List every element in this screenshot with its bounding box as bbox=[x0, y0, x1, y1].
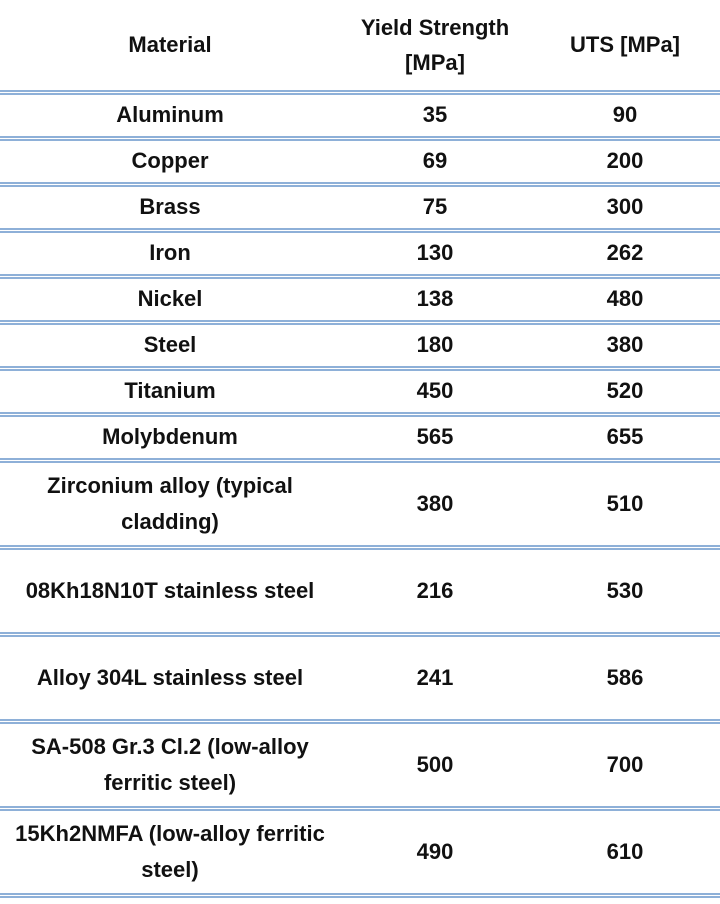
table-row: 08Kh18N10T stainless steel 216 530 bbox=[0, 547, 720, 637]
material-cell: Nickel bbox=[0, 276, 340, 325]
value-cell: 480 bbox=[530, 276, 720, 325]
table-row: Zirconium alloy (typical cladding) 380 510 bbox=[0, 460, 720, 550]
material-cell: 15Kh2NMFA (low-alloy ferritic steel) bbox=[0, 808, 340, 898]
material-cell: Brass bbox=[0, 184, 340, 233]
table-row: SA-508 Gr.3 Cl.2 (low-alloy ferritic ste… bbox=[0, 721, 720, 811]
table-row: Steel 180 380 bbox=[0, 322, 720, 371]
material-cell: Alloy 304L stainless steel bbox=[0, 634, 340, 724]
table-row: Alloy 304L stainless steel 241 586 bbox=[0, 634, 720, 724]
value-cell: 69 bbox=[340, 138, 530, 187]
table-row: Titanium 450 520 bbox=[0, 368, 720, 417]
value-cell: 200 bbox=[530, 138, 720, 187]
value-cell: 90 bbox=[530, 92, 720, 141]
material-cell: Aluminum bbox=[0, 92, 340, 141]
value-cell: 380 bbox=[340, 460, 530, 550]
value-cell: 450 bbox=[340, 368, 530, 417]
value-cell: 300 bbox=[530, 184, 720, 233]
value-cell: 380 bbox=[530, 322, 720, 371]
table-row: Iron 130 262 bbox=[0, 230, 720, 279]
value-cell: 500 bbox=[340, 721, 530, 811]
header-cell: UTS [MPa] bbox=[530, 0, 720, 95]
material-cell: Molybdenum bbox=[0, 414, 340, 463]
value-cell: 565 bbox=[340, 414, 530, 463]
value-cell: 530 bbox=[530, 547, 720, 637]
table-row: Aluminum 35 90 bbox=[0, 92, 720, 141]
material-cell: Steel bbox=[0, 322, 340, 371]
material-cell: SA-508 Gr.3 Cl.2 (low-alloy ferritic ste… bbox=[0, 721, 340, 811]
value-cell: 262 bbox=[530, 230, 720, 279]
value-cell: 35 bbox=[340, 92, 530, 141]
table-row: Molybdenum 565 655 bbox=[0, 414, 720, 463]
material-cell: Zirconium alloy (typical cladding) bbox=[0, 460, 340, 550]
table-body: Aluminum 35 90 Copper 69 200 Brass 75 300 Iron 130… bbox=[0, 92, 720, 898]
value-cell: 510 bbox=[530, 460, 720, 550]
value-cell: 655 bbox=[530, 414, 720, 463]
value-cell: 130 bbox=[340, 230, 530, 279]
table-row: Brass 75 300 bbox=[0, 184, 720, 233]
material-cell: 08Kh18N10T stainless steel bbox=[0, 547, 340, 637]
value-cell: 520 bbox=[530, 368, 720, 417]
value-cell: 490 bbox=[340, 808, 530, 898]
material-cell: Titanium bbox=[0, 368, 340, 417]
value-cell: 180 bbox=[340, 322, 530, 371]
value-cell: 138 bbox=[340, 276, 530, 325]
material-cell: Copper bbox=[0, 138, 340, 187]
value-cell: 75 bbox=[340, 184, 530, 233]
table-row: Nickel 138 480 bbox=[0, 276, 720, 325]
header-cell: Yield Strength [MPa] bbox=[340, 0, 530, 95]
value-cell: 610 bbox=[530, 808, 720, 898]
material-cell: Iron bbox=[0, 230, 340, 279]
header-cell: Material bbox=[0, 0, 340, 95]
table-row: 15Kh2NMFA (low-alloy ferritic steel) 490 6… bbox=[0, 808, 720, 898]
header-row: Material Yield Strength [MPa] UTS [MPa] bbox=[0, 0, 720, 95]
value-cell: 586 bbox=[530, 634, 720, 724]
value-cell: 700 bbox=[530, 721, 720, 811]
table-row: Copper 69 200 bbox=[0, 138, 720, 187]
value-cell: 216 bbox=[340, 547, 530, 637]
value-cell: 241 bbox=[340, 634, 530, 724]
